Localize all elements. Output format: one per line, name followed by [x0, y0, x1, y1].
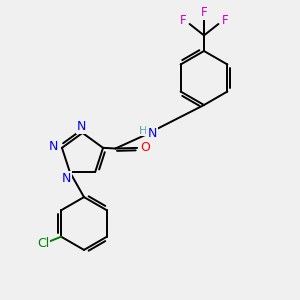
- Text: F: F: [180, 14, 186, 28]
- Text: F: F: [222, 14, 228, 28]
- Text: N: N: [49, 140, 58, 153]
- Text: N: N: [77, 120, 87, 133]
- Text: N: N: [62, 172, 71, 185]
- Text: Cl: Cl: [37, 237, 49, 250]
- Text: H: H: [139, 125, 147, 136]
- Text: F: F: [201, 6, 207, 19]
- Text: O: O: [141, 141, 150, 154]
- Text: N: N: [147, 127, 157, 140]
